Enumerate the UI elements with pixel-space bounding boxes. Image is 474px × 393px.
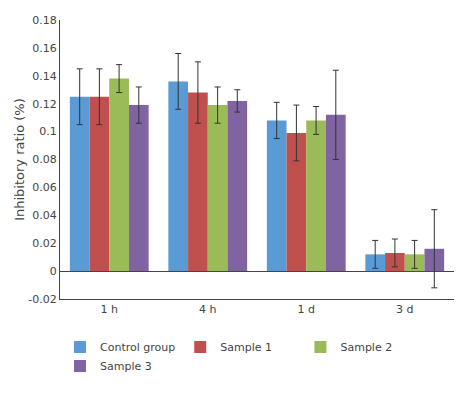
svg-text:1 h: 1 h	[101, 303, 118, 316]
svg-text:4 h: 4 h	[199, 303, 216, 316]
svg-text:0: 0	[50, 265, 57, 278]
svg-text:3 d: 3 d	[396, 303, 413, 316]
svg-text:Sample 1: Sample 1	[220, 341, 272, 354]
svg-text:0.02: 0.02	[32, 237, 57, 250]
svg-text:Inhibitory ratio (%): Inhibitory ratio (%)	[12, 98, 27, 221]
svg-text:1 d: 1 d	[298, 303, 315, 316]
svg-text:Sample 2: Sample 2	[340, 341, 392, 354]
svg-text:0.16: 0.16	[32, 42, 57, 55]
svg-text:-0.02: -0.02	[28, 293, 56, 306]
svg-text:0.12: 0.12	[32, 98, 57, 111]
svg-text:Sample 3: Sample 3	[100, 360, 152, 373]
svg-text:Control group: Control group	[100, 341, 175, 354]
svg-text:0.14: 0.14	[32, 70, 57, 83]
svg-text:0.08: 0.08	[32, 153, 57, 166]
svg-text:0.1: 0.1	[39, 125, 57, 138]
svg-text:0.06: 0.06	[32, 181, 57, 194]
svg-text:0.18: 0.18	[32, 14, 57, 27]
svg-text:0.04: 0.04	[32, 209, 57, 222]
